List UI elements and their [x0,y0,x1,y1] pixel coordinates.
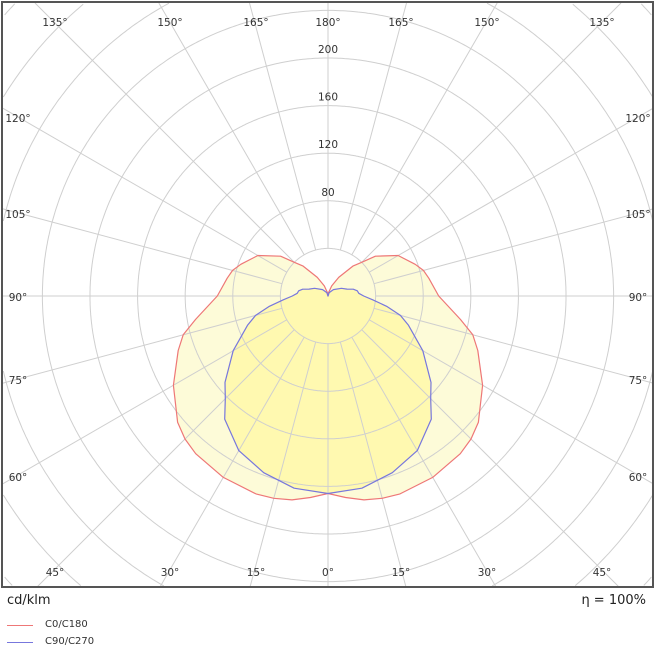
angle-label: 90° [629,292,648,304]
grid-spoke [361,2,622,263]
grid-spoke [361,329,620,588]
grid-circle [2,370,165,587]
grid-spoke [373,307,654,384]
grid-circle [640,3,652,16]
grid-spoke [339,341,407,588]
grid-circle [2,3,84,98]
grid-spoke [351,2,498,256]
angle-label: 45° [46,567,65,579]
grid-circle [574,494,654,586]
angle-label: 0° [322,567,334,579]
grid-circle [491,370,654,587]
efficiency-label: η = 100% [581,593,646,608]
radial-tick-label: 160 [318,92,338,104]
grid-spoke [158,2,305,256]
angle-label: 30° [478,567,497,579]
unit-label: cd/klm [7,593,51,608]
legend-swatch [7,641,33,643]
grid-spoke [34,2,295,263]
angle-label: 60° [629,472,648,484]
angle-label: 105° [5,209,30,221]
grid-circle [4,3,16,16]
grid-circle [486,2,654,222]
legend-label: C0/C180 [45,619,88,630]
angle-label: 150° [157,17,182,29]
legend-item-c90-c270: C90/C270 [7,636,94,648]
angle-label: 165° [388,17,413,29]
grid-spoke [36,329,295,588]
radial-tick-label: 80 [321,187,334,199]
angle-label: 135° [589,17,614,29]
grid-spoke [249,341,317,588]
angle-label: 60° [9,472,28,484]
grid-circle [572,3,654,98]
angle-label: 150° [474,17,499,29]
grid-spoke [249,2,317,251]
grid-spoke [339,2,407,251]
angle-label: 120° [625,113,650,125]
polar-luminous-intensity-diagram: 80 120 160 200 135° 150° 165° 180° 165° 150° 135°… [1,1,654,588]
grid-spoke [368,319,654,485]
grid-spoke [2,208,283,285]
angle-label: 180° [315,17,340,29]
grid-spoke [159,336,305,588]
grid-spoke [2,319,288,485]
plot-frame [1,1,654,588]
angle-label: 75° [629,375,648,387]
radial-tick-label: 120 [318,139,338,151]
legend-item-c0-c180: C0/C180 [7,619,88,631]
angle-label: 90° [9,292,28,304]
grid-spoke [368,107,654,273]
grid-spoke [2,107,288,273]
grid-spoke [351,336,497,588]
grid-circle [4,576,13,586]
legend-swatch [7,624,33,626]
grid-circle [2,2,170,222]
angle-label: 15° [247,567,266,579]
angle-label: 75° [9,375,28,387]
grid-circle [643,576,652,586]
grid-spoke [373,208,654,285]
legend-label: C90/C270 [45,636,95,647]
angle-label: 45° [593,567,612,579]
angle-label: 15° [392,567,411,579]
angle-label: 105° [625,209,650,221]
grid-circle [2,494,82,586]
angle-label: 135° [42,17,67,29]
grid-spoke [2,307,283,384]
angle-label: 165° [243,17,268,29]
angle-label: 120° [5,113,30,125]
series-curve-c90-c270 [224,287,432,495]
radial-tick-label: 200 [318,44,338,56]
angle-label: 30° [161,567,180,579]
